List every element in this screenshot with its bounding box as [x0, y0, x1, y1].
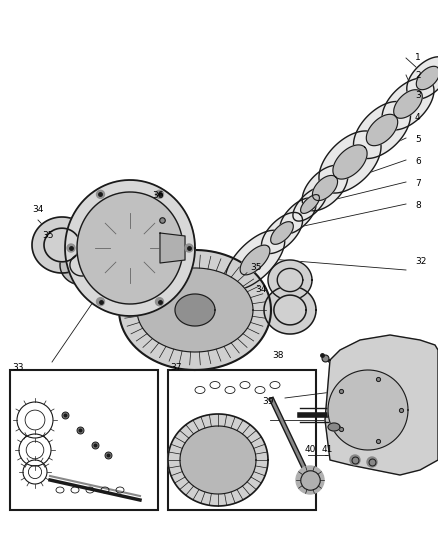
Circle shape: [185, 244, 193, 252]
Text: 8: 8: [415, 201, 421, 211]
Text: 33: 33: [12, 364, 24, 373]
Text: 7: 7: [415, 180, 421, 189]
Bar: [10, 370, 158, 510]
Circle shape: [296, 466, 324, 494]
Text: 36: 36: [152, 190, 163, 199]
Text: 38: 38: [272, 351, 283, 359]
Text: 6: 6: [415, 157, 421, 166]
Polygon shape: [271, 222, 293, 244]
Polygon shape: [168, 414, 268, 506]
Ellipse shape: [328, 423, 340, 431]
Polygon shape: [225, 230, 285, 290]
Text: 35: 35: [42, 230, 53, 239]
Text: 2: 2: [415, 71, 420, 80]
Polygon shape: [394, 90, 422, 118]
Polygon shape: [280, 198, 316, 234]
Circle shape: [350, 455, 360, 465]
Polygon shape: [240, 245, 270, 275]
Polygon shape: [60, 245, 104, 285]
Text: 3: 3: [415, 92, 421, 101]
Polygon shape: [175, 294, 215, 326]
Polygon shape: [382, 78, 434, 130]
Polygon shape: [274, 295, 306, 325]
Circle shape: [155, 190, 163, 198]
Text: 41: 41: [322, 446, 333, 455]
Circle shape: [96, 298, 105, 306]
Circle shape: [155, 298, 163, 306]
Text: 34: 34: [32, 206, 43, 214]
Polygon shape: [261, 213, 303, 254]
Polygon shape: [302, 165, 348, 211]
Polygon shape: [366, 114, 398, 146]
Text: 40: 40: [305, 446, 316, 455]
Polygon shape: [264, 286, 316, 334]
Bar: [168, 370, 316, 510]
Text: 5: 5: [415, 135, 421, 144]
Polygon shape: [417, 66, 438, 90]
Polygon shape: [312, 175, 338, 200]
Polygon shape: [70, 254, 94, 276]
Polygon shape: [300, 195, 319, 213]
Polygon shape: [333, 145, 367, 179]
Text: 1: 1: [415, 53, 421, 62]
Polygon shape: [293, 187, 327, 221]
Polygon shape: [277, 269, 303, 292]
Text: 34: 34: [255, 286, 266, 295]
Text: 37: 37: [170, 364, 181, 373]
Text: 35: 35: [250, 263, 261, 272]
Polygon shape: [137, 268, 253, 352]
Circle shape: [67, 244, 75, 252]
Polygon shape: [325, 335, 438, 475]
Polygon shape: [268, 260, 312, 300]
Polygon shape: [319, 131, 381, 193]
Polygon shape: [119, 250, 271, 370]
Polygon shape: [407, 57, 438, 99]
Circle shape: [96, 190, 105, 198]
Polygon shape: [32, 217, 92, 273]
Text: 39: 39: [262, 398, 273, 407]
Polygon shape: [65, 180, 195, 316]
Text: 4: 4: [415, 114, 420, 123]
Circle shape: [328, 370, 408, 450]
Polygon shape: [77, 192, 183, 304]
Polygon shape: [180, 426, 256, 494]
Circle shape: [367, 457, 377, 467]
Polygon shape: [160, 233, 185, 263]
Polygon shape: [44, 228, 80, 262]
Text: 32: 32: [415, 257, 426, 266]
Polygon shape: [353, 101, 410, 158]
